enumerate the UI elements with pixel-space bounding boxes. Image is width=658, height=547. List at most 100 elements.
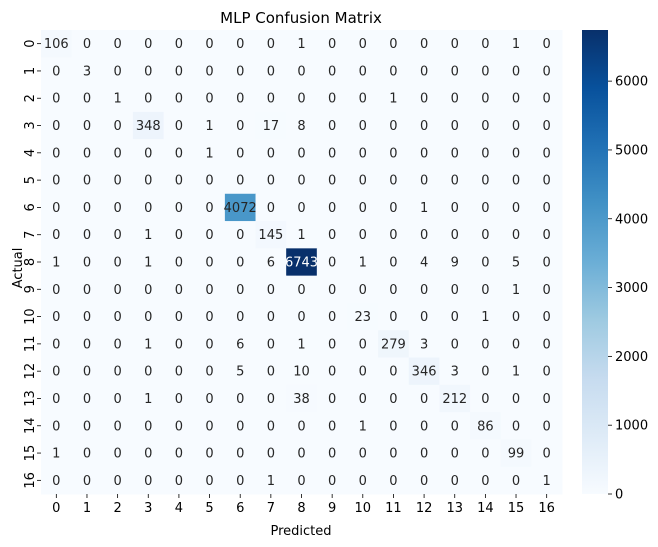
colorbar-tick-label: 1000 [615, 419, 648, 434]
cell-value-label: 0 [420, 146, 428, 161]
cell-value-label: 0 [144, 174, 152, 189]
cell-value-label: 0 [113, 447, 121, 462]
x-tick-label: 2 [113, 501, 121, 516]
cell-value-label: 0 [236, 119, 244, 134]
heatmap-cell [439, 412, 471, 440]
cell-value-label: 0 [113, 365, 121, 380]
cell-value-label: 0 [236, 64, 244, 79]
heatmap-cell [102, 302, 134, 331]
heatmap-cell [102, 248, 134, 277]
heatmap-cell [102, 330, 134, 359]
cell-value-label: 0 [236, 474, 244, 489]
cell-value-label: 4072 [224, 201, 257, 216]
heatmap-cell [41, 166, 73, 195]
heatmap-cell [500, 384, 532, 413]
cell-value-label: 0 [481, 474, 489, 489]
heatmap-cell [102, 30, 134, 58]
heatmap-cell [163, 330, 195, 359]
heatmap-cell [316, 384, 348, 413]
cell-value-label: 0 [205, 419, 213, 434]
cell-value-label: 0 [297, 174, 305, 189]
cell-value-label: 0 [52, 283, 60, 298]
heatmap-cell [408, 193, 440, 222]
cell-value-label: 8 [297, 119, 305, 134]
heatmap-cell [163, 30, 195, 58]
cell-value-label: 0 [113, 119, 121, 134]
cell-value-label: 0 [512, 310, 520, 325]
heatmap-cell [224, 84, 257, 113]
heatmap-cell [531, 248, 563, 277]
heatmap-cell [378, 384, 410, 413]
heatmap-cell [163, 302, 195, 331]
heatmap-cell [378, 302, 410, 331]
cell-value-label: 0 [236, 283, 244, 298]
heatmap-cell [439, 30, 471, 58]
heatmap-cell [347, 30, 379, 58]
cell-value-label: 0 [267, 146, 275, 161]
cell-value-label: 0 [175, 419, 183, 434]
heatmap-cell [316, 139, 348, 167]
heatmap-cell [316, 357, 348, 386]
cell-value-label: 0 [359, 283, 367, 298]
heatmap-cell [316, 30, 348, 58]
cell-value-label: 212 [442, 392, 467, 407]
cell-value-label: 0 [328, 474, 336, 489]
cell-value-label: 0 [420, 92, 428, 107]
y-tick-label: 10 [23, 308, 38, 325]
y-tick-label: 13 [23, 390, 38, 407]
heatmap-cell [408, 330, 440, 359]
heatmap-cell [531, 412, 563, 440]
heatmap-cell [531, 84, 563, 113]
cell-value-label: 0 [267, 392, 275, 407]
cell-value-label: 0 [359, 64, 367, 79]
cell-value-label: 0 [113, 37, 121, 52]
cell-value-label: 1 [512, 283, 520, 298]
cell-value-label: 0 [205, 201, 213, 216]
heatmap-cell [531, 221, 563, 249]
heatmap-cell [408, 166, 440, 195]
heatmap-cell [378, 439, 410, 468]
heatmap-cell [439, 384, 471, 413]
heatmap-cell [71, 439, 103, 468]
cell-value-label: 0 [297, 146, 305, 161]
heatmap-cell [347, 84, 379, 113]
heatmap-cell [255, 384, 287, 413]
cell-value-label: 0 [175, 447, 183, 462]
cell-value-label: 0 [52, 419, 60, 434]
heatmap-cell [71, 111, 103, 140]
heatmap-cell [194, 466, 226, 495]
cell-value-label: 0 [451, 119, 459, 134]
cell-value-label: 0 [451, 64, 459, 79]
cell-value-label: 0 [512, 64, 520, 79]
heatmap-cell [71, 139, 103, 167]
cell-value-label: 0 [481, 283, 489, 298]
y-tick-label: 6 [23, 203, 38, 211]
heatmap-cell [347, 412, 379, 440]
heatmap-cell [531, 193, 563, 222]
heatmap-cell [286, 193, 318, 222]
cell-value-label: 0 [52, 310, 60, 325]
cell-value-label: 0 [175, 119, 183, 134]
heatmap-cell [378, 330, 410, 359]
heatmap-cell [347, 466, 379, 495]
heatmap-cell [347, 384, 379, 413]
cell-value-label: 0 [512, 474, 520, 489]
cell-value-label: 0 [175, 201, 183, 216]
heatmap-cell [102, 439, 134, 468]
cell-value-label: 0 [83, 310, 91, 325]
cell-value-label: 0 [205, 64, 213, 79]
x-tick-label: 4 [175, 501, 183, 516]
heatmap-cell [102, 357, 134, 386]
cell-value-label: 0 [52, 337, 60, 352]
cell-value-label: 0 [267, 283, 275, 298]
heatmap-cell [194, 357, 226, 386]
heatmap-cell [286, 275, 318, 304]
cell-value-label: 0 [267, 201, 275, 216]
cell-value-label: 0 [420, 119, 428, 134]
heatmap-cell [439, 84, 471, 113]
cell-value-label: 0 [512, 92, 520, 107]
y-tick-label: 14 [23, 417, 38, 434]
heatmap-cell [470, 84, 502, 113]
cell-value-label: 3 [451, 365, 459, 380]
cell-value-label: 0 [83, 419, 91, 434]
